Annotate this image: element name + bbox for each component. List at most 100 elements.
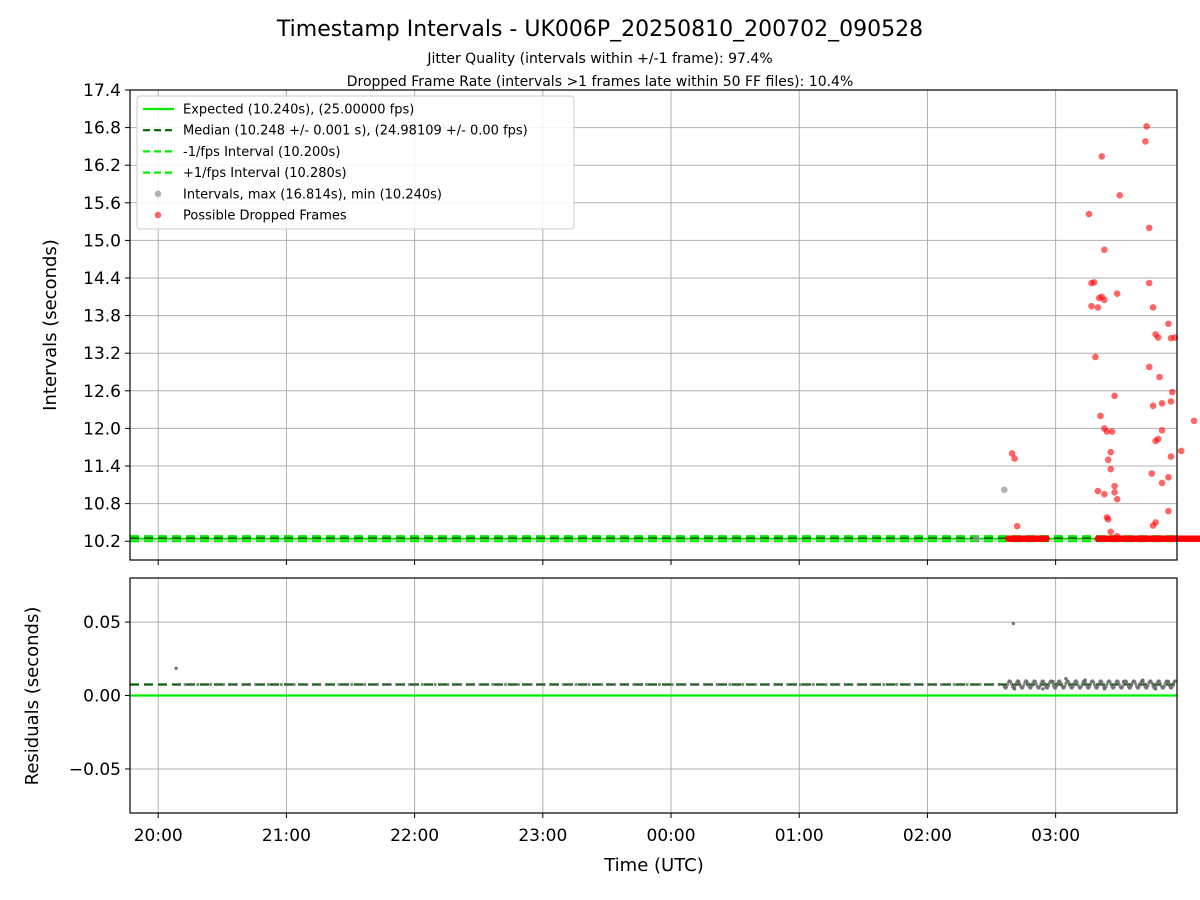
residual-point (1108, 680, 1112, 684)
interval-point (972, 535, 980, 542)
dropped-frame-point (1113, 290, 1121, 297)
residual-point (1097, 682, 1101, 686)
residual-point (709, 682, 713, 687)
legend-swatch-marker (154, 190, 162, 198)
dropped-frame-point (1156, 373, 1163, 381)
residual-point (1121, 683, 1125, 687)
residual-point (824, 682, 828, 687)
x-axis-label: Time (UTC) (603, 855, 704, 876)
dropped-frame-point (1111, 482, 1118, 490)
dropped-frame-point (1101, 296, 1108, 304)
dropped-frame-point (1098, 153, 1106, 160)
intervals-y-tick-label: 16.2 (83, 156, 121, 176)
residual-point (542, 682, 546, 687)
residual-point (1014, 683, 1018, 687)
residual-point (1129, 683, 1134, 687)
residual-point (382, 682, 386, 687)
residual-point (670, 682, 674, 687)
residual-point (388, 682, 392, 687)
residual-point (241, 682, 245, 687)
intervals-y-tick-label: 13.2 (83, 344, 121, 364)
residual-point (741, 682, 745, 687)
dropped-frame-point (1113, 532, 1121, 540)
dropped-frame-point (1094, 535, 1102, 542)
residual-point (689, 682, 694, 687)
dropped-frame-point (1158, 479, 1166, 487)
residual-point (427, 682, 431, 687)
residual-point (1083, 678, 1087, 682)
intervals-panel: 10.2 10.8 11.4 12.0 12.6 13.2 13.8 14.4 15.0 15.6… (40, 81, 1200, 565)
residual-point (1109, 682, 1113, 687)
residual-point (1055, 684, 1059, 688)
dropped-frame-point (1107, 448, 1115, 456)
intervals-y-tick-label: 15.0 (83, 231, 121, 251)
dropped-frame-point (1154, 334, 1162, 341)
residual-point (1088, 682, 1093, 686)
residuals-y-tick-label: 0.00 (83, 687, 121, 707)
residual-point (625, 682, 630, 687)
dropped-frame-point (1094, 304, 1102, 311)
residual-point (920, 682, 924, 687)
residual-point (1008, 680, 1013, 684)
residual-point (946, 682, 950, 687)
residual-point (536, 682, 540, 687)
dropped-frame-point (1139, 535, 1147, 542)
dropped-frame-point (1107, 528, 1115, 536)
residual-point (471, 682, 476, 687)
residual-point (1102, 687, 1107, 691)
x-tick-label: 02:00 (903, 826, 952, 846)
x-tick-label: 23:00 (518, 826, 567, 846)
residual-point (984, 682, 988, 687)
residual-point (600, 682, 604, 687)
residual-point (856, 682, 860, 687)
intervals-y-axis-label: Intervals (seconds) (40, 239, 61, 411)
dropped-frame-point (1097, 412, 1104, 420)
residual-point (805, 682, 809, 687)
intervals-y-tick-label: 12.6 (83, 382, 121, 402)
residual-point (523, 682, 527, 687)
x-tick-label: 00:00 (647, 826, 696, 846)
residual-point (1153, 687, 1158, 691)
residual-point (895, 682, 899, 687)
intervals-grid (130, 89, 1177, 560)
residual-point (715, 682, 719, 687)
residual-point (1063, 684, 1067, 688)
residual-point (1051, 679, 1055, 684)
residual-point (837, 682, 841, 687)
residual-point (779, 682, 783, 687)
residual-point (1005, 683, 1010, 687)
residuals-points (174, 621, 1178, 691)
residual-point (792, 682, 796, 687)
residual-point (907, 682, 912, 687)
residual-point (1117, 682, 1121, 686)
residual-point (568, 682, 572, 687)
residual-point (350, 682, 354, 687)
intervals-y-tick-label: 10.8 (83, 495, 121, 515)
residual-point (420, 682, 424, 687)
dropped-frame-point (1145, 279, 1153, 287)
residual-point (478, 682, 482, 687)
dropped-frame-point (1165, 473, 1172, 481)
residual-point (914, 682, 918, 687)
residual-point (1121, 679, 1126, 684)
intervals-y-tick-label: 12.0 (83, 419, 121, 439)
residual-point (465, 682, 469, 687)
residuals-x-ticks: 20:00 21:00 22:00 23:00 00:00 01:00 02:00 03:00 (134, 813, 1080, 846)
dropped-frame-point (1177, 447, 1185, 455)
residual-point (260, 682, 264, 687)
residual-point (721, 682, 726, 687)
dropped-frame-point (1088, 302, 1095, 310)
residual-point (356, 682, 360, 687)
residual-point (882, 682, 886, 687)
residual-point (773, 682, 777, 687)
residual-point (632, 682, 636, 687)
residual-point (1134, 682, 1138, 686)
dropped-frame-point (1149, 402, 1157, 410)
residual-point (343, 682, 347, 687)
residual-point (1096, 685, 1100, 689)
dropped-frame-point (1167, 398, 1175, 405)
residual-point (395, 682, 399, 687)
residual-point (606, 682, 610, 687)
residuals-y-tick-label: 0.05 (83, 613, 121, 633)
residual-point (965, 682, 969, 687)
